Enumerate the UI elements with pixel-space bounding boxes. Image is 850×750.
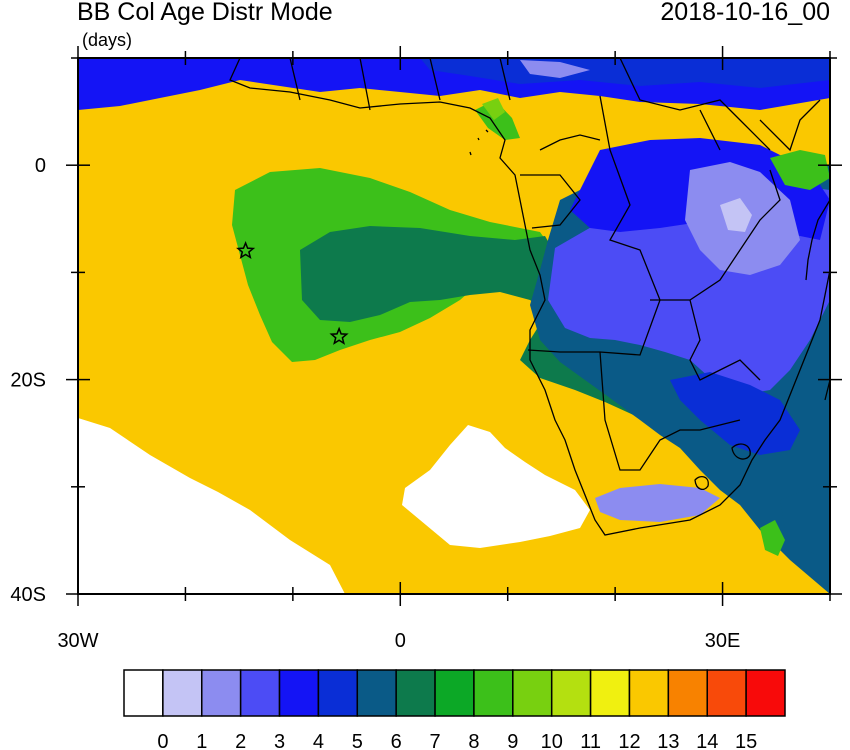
field-value-9-southeast-patch [760,520,785,556]
colorbar-label: 9 [507,731,518,750]
colorbar-swatch [395,669,436,717]
colorbar [123,669,786,717]
colorbar-label: 0 [157,731,168,750]
colorbar-label: 1 [196,731,207,750]
axis-ticks [66,46,842,606]
colorbar-swatch [473,669,514,717]
field-value-9-north-patch [475,100,520,140]
valid-time-label: 2018-10-16_00 [660,0,830,26]
y-tick-label: 0 [35,155,46,177]
star-marker-icon [329,326,349,345]
colorbar-swatch [706,669,747,717]
axis-tick-labels: 30W 0 30E 0 20S 40S [10,155,740,652]
country-borders [289,58,821,471]
colorbar-label: 3 [274,731,285,750]
colorbar-swatch [317,669,359,717]
eswatini-outline [694,475,709,491]
colorbar-swatch [589,669,631,717]
colorbar-label: 13 [657,731,679,750]
colorbar-label: 4 [313,731,324,750]
colorbar-swatch [745,669,786,717]
island-marks [469,129,489,156]
field-value-2-south-patch [595,484,720,522]
field-value-2-north [520,60,590,78]
colorbar-label: 2 [235,731,246,750]
y-tick-label: 20S [10,370,46,392]
colorbar-labels: 0 1 2 3 4 5 6 7 8 9 10 11 12 13 14 15 [157,731,757,750]
markers [236,240,349,345]
colorbar-label: 10 [541,731,563,750]
field-value-6-southeast-tail [780,480,830,560]
field-value-0-south-atlantic [402,425,590,548]
africa-east-coastline [805,199,830,281]
colorbar-label: 8 [468,731,479,750]
field-value-10-north-patch [482,98,505,120]
colorbar-label: 12 [618,731,640,750]
colorbar-swatch [667,669,708,717]
colorbar-swatch [356,669,397,717]
chart-title: BB Col Age Distr Mode [77,0,333,26]
colorbar-swatch [201,669,242,717]
colorbar-swatch [162,669,203,717]
field-value-5-north [420,58,830,88]
x-tick-label: 0 [395,630,406,652]
x-tick-label: 30W [57,630,98,652]
colorbar-swatch [278,669,320,717]
field-value-0-southwest [78,418,345,594]
africa-west-coastline [229,58,830,536]
colorbar-label: 5 [352,731,363,750]
colorbar-label: 14 [696,731,718,750]
colorbar-swatch [434,669,475,717]
units-label: (days) [82,30,133,50]
colorbar-swatch [512,669,553,717]
colorbar-swatch [628,669,670,717]
lesotho-outline [731,443,751,460]
colorbar-swatch [550,669,592,717]
coastlines [229,58,830,536]
data-field [78,58,830,594]
field-value-9-east-patch [770,150,830,190]
field-value-5-southeast [670,372,800,455]
plot-frame [77,57,831,595]
y-tick-label: 40S [10,584,46,606]
x-tick-label: 30E [705,630,741,652]
colorbar-label: 7 [429,731,440,750]
colorbar-swatch [239,669,281,717]
colorbar-label: 6 [391,731,402,750]
colorbar-label: 15 [735,731,757,750]
colorbar-label: 11 [580,731,601,750]
colorbar-swatch [123,669,164,717]
field-value-1-patch [720,198,752,232]
star-marker-icon [236,240,256,260]
